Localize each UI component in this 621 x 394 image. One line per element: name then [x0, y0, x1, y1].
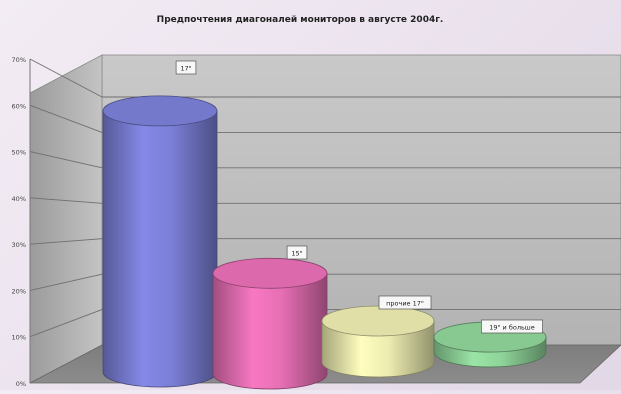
bar-top — [102, 95, 218, 127]
gridline-side — [29, 104, 103, 133]
gridline-side — [29, 151, 103, 169]
data-label-box — [378, 295, 432, 310]
data-label: 17" — [180, 65, 191, 73]
gridline-side — [29, 58, 103, 98]
chart-title: Предпочтения диагоналей мониторов в авгу… — [157, 15, 444, 25]
data-label-box — [175, 60, 197, 75]
bar-group: прочие 17" — [321, 295, 435, 378]
bar-top — [212, 257, 328, 289]
gridline-side — [29, 238, 103, 245]
gridline-side — [29, 309, 103, 338]
y-tick-label: 10% — [12, 334, 26, 342]
bar-top — [321, 305, 435, 337]
side-wall — [29, 54, 103, 384]
y-tick-label: 60% — [12, 102, 26, 110]
y-tick-label: 70% — [12, 56, 26, 64]
y-tick-label: 40% — [12, 195, 26, 203]
bar-group: 17" — [102, 60, 218, 388]
y-tick-label: 0% — [16, 380, 26, 388]
y-tick-label: 50% — [12, 149, 26, 157]
data-label: прочие 17" — [386, 300, 424, 308]
data-label: 15" — [291, 250, 302, 258]
gridline-side — [29, 273, 103, 291]
bar — [212, 272, 328, 390]
y-tick-label: 30% — [12, 241, 26, 249]
data-label-box — [481, 319, 543, 334]
bar — [321, 320, 435, 378]
gridline-side — [29, 197, 103, 204]
data-label: 19" и больше — [489, 324, 535, 332]
data-label-box — [286, 245, 308, 260]
bar — [102, 110, 218, 388]
y-tick-label: 20% — [12, 287, 26, 295]
bar-group: 15" — [212, 245, 328, 390]
bar-group: 19" и больше — [433, 319, 547, 368]
